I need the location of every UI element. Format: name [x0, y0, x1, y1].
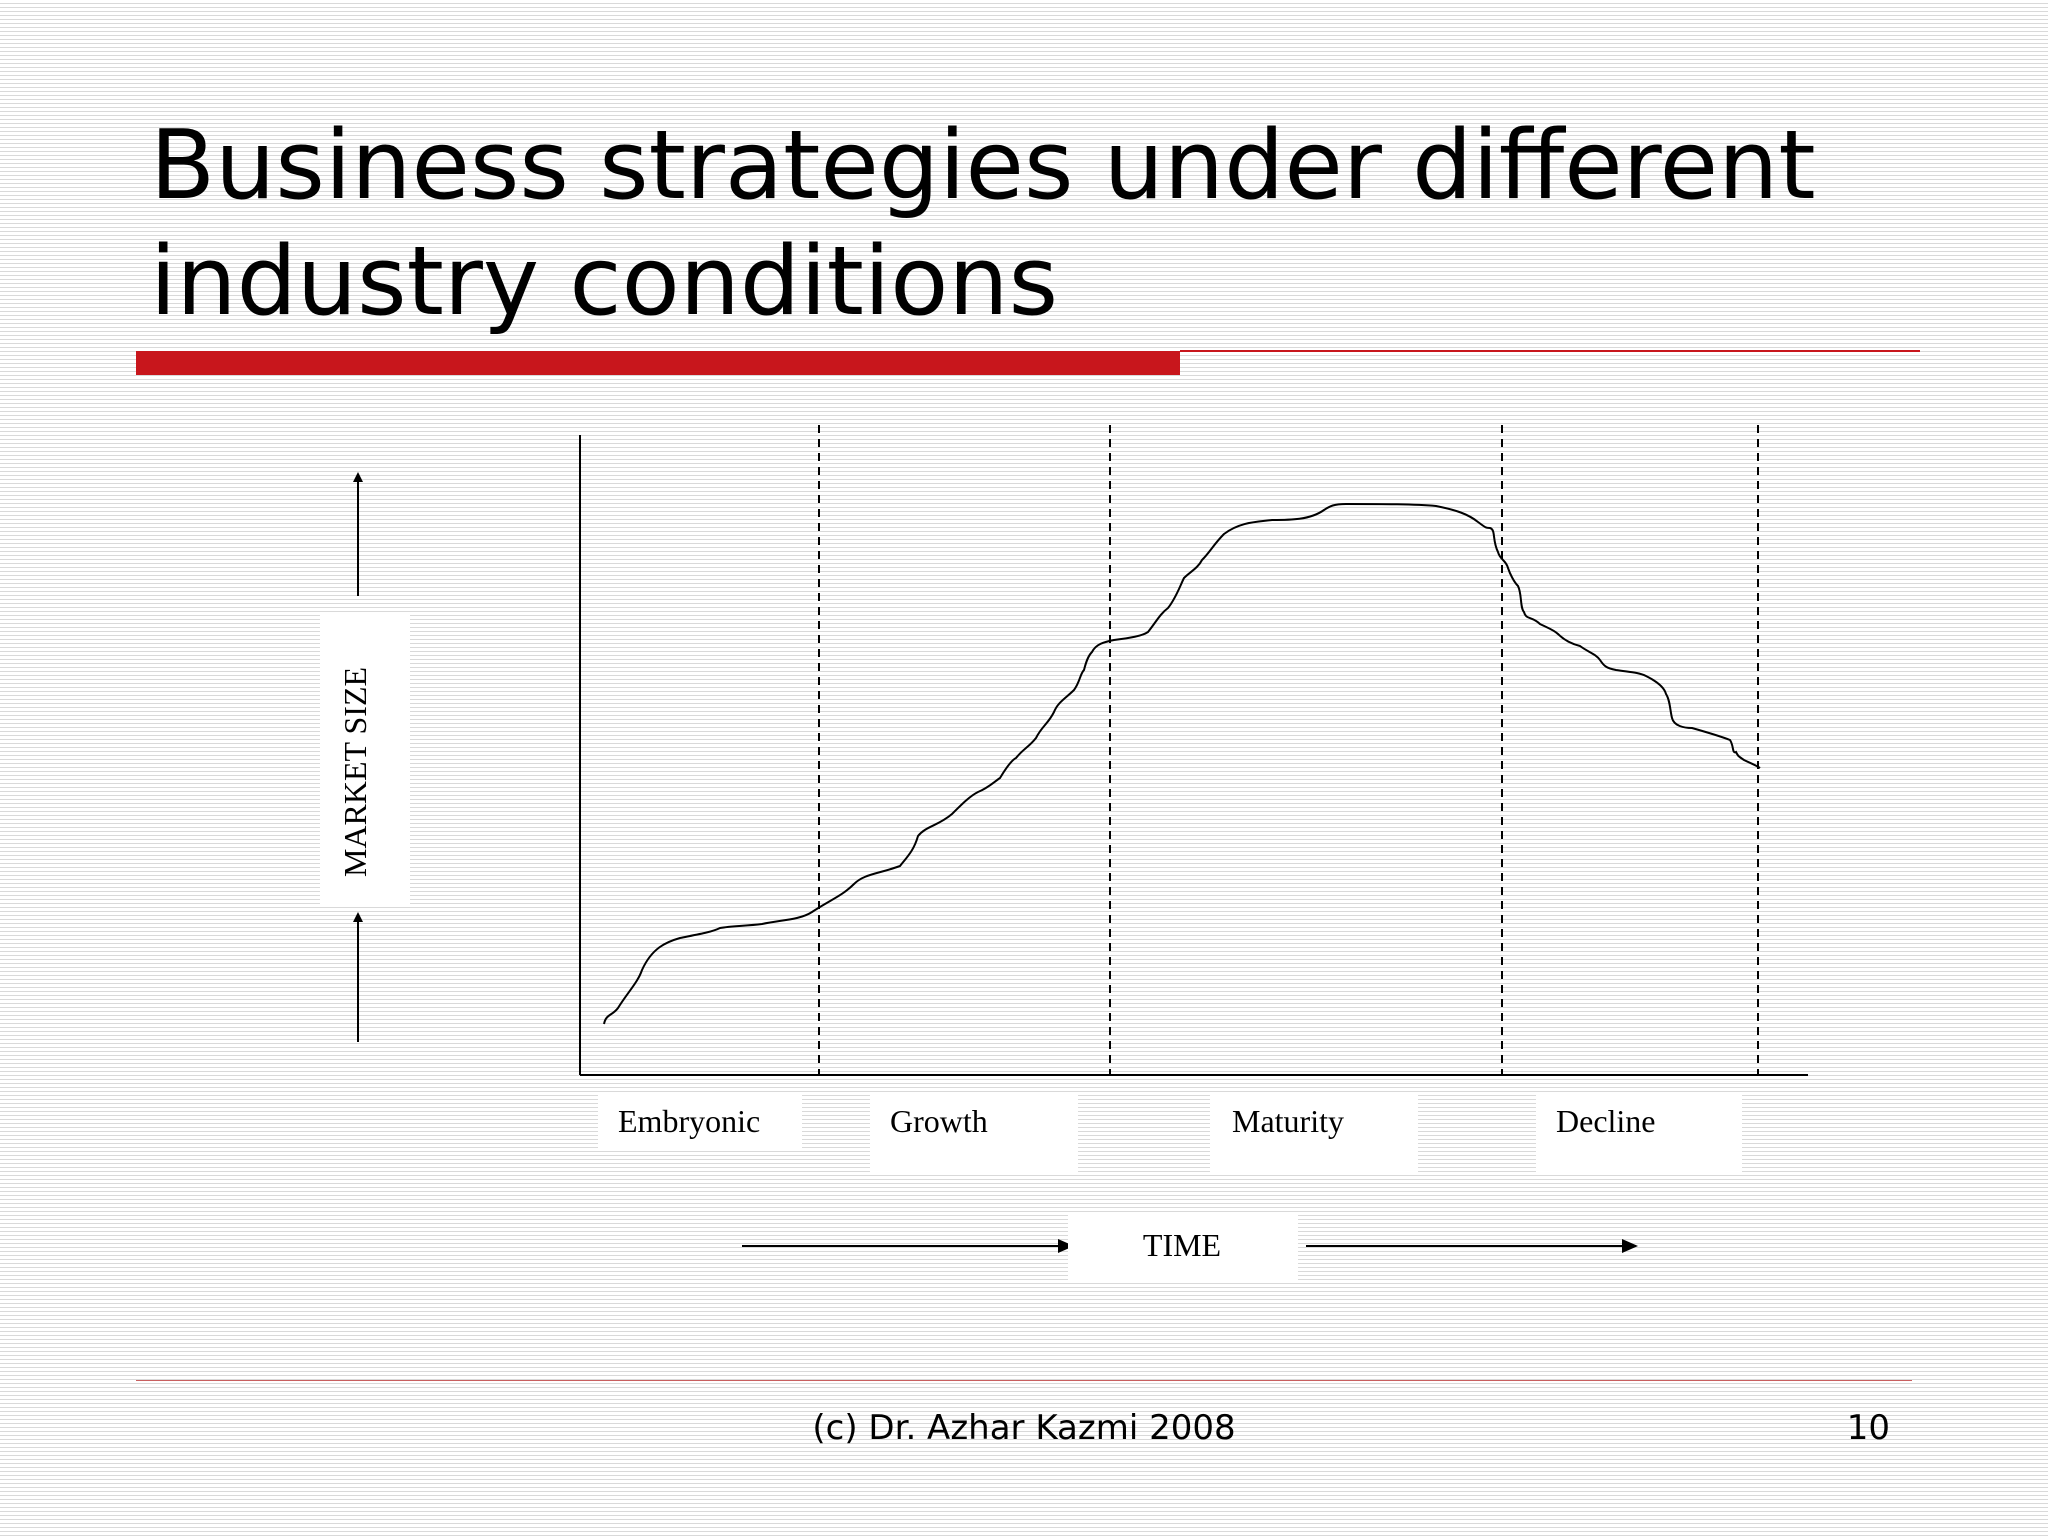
y-axis-label: MARKET SIZE: [337, 667, 373, 877]
title-accent-line: [1180, 350, 1920, 352]
market-size-curve: [603, 502, 1761, 1025]
stage-label-decline: Decline: [1556, 1103, 1656, 1139]
title-accent-bar: [136, 351, 1180, 375]
x-axis-label: TIME: [1143, 1227, 1221, 1263]
page-number: 10: [1846, 1408, 1890, 1448]
slide-title: Business strategies under different indu…: [150, 111, 1816, 337]
stage-label-growth: Growth: [890, 1103, 988, 1139]
stage-label-box: [870, 1094, 1078, 1172]
stage-label-box: [598, 1094, 802, 1150]
stage-label-embryonic: Embryonic: [618, 1103, 760, 1139]
stage-label-maturity: Maturity: [1232, 1103, 1344, 1139]
y-label-box: [320, 614, 410, 904]
footer-credit: (c) Dr. Azhar Kazmi 2008: [812, 1408, 1236, 1448]
x-label-box: [1068, 1212, 1298, 1280]
stage-label-box: [1536, 1094, 1742, 1172]
footer-rule: [136, 1380, 1912, 1381]
stage-label-box: [1210, 1094, 1418, 1172]
